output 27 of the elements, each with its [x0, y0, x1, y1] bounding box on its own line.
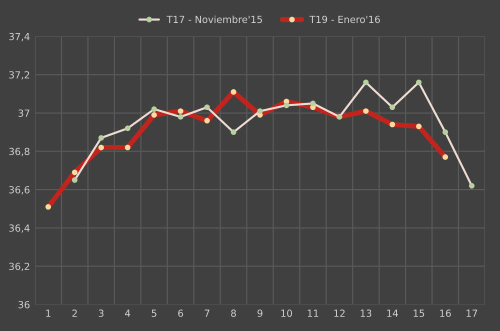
y-tick-label: 36,4 [9, 224, 30, 233]
x-tick-label: 2 [72, 310, 77, 317]
x-tick-label: 7 [204, 310, 210, 317]
x-tick-label: 17 [466, 310, 478, 317]
y-tick-label: 36,8 [9, 148, 30, 156]
y-tick-label: 36 [18, 301, 30, 308]
y-tick-label: 37,2 [9, 71, 30, 80]
y-tick-label: 37,4 [9, 32, 30, 42]
legend-label: T17 - Noviembre'15 [166, 16, 262, 24]
y-tick-label: 36,6 [9, 186, 30, 194]
y-tick-label: 37 [18, 109, 30, 117]
x-tick-label: 1 [46, 310, 50, 317]
legend-label: T19 - Enero'16 [309, 16, 380, 24]
x-tick-label: 11 [308, 310, 318, 317]
x-tick-label: 3 [98, 310, 104, 317]
x-tick-label: 8 [231, 310, 236, 317]
x-tick-label: 9 [258, 310, 262, 317]
x-tick-label: 12 [334, 310, 345, 317]
x-tick-label: 15 [414, 310, 424, 317]
x-tick-label: 14 [387, 310, 398, 317]
y-tick-label: 36,2 [9, 262, 30, 272]
x-tick-label: 10 [281, 310, 292, 317]
x-tick-label: 16 [440, 310, 451, 317]
x-tick-label: 4 [125, 310, 130, 317]
x-tick-label: 6 [178, 310, 184, 317]
x-tick-label: 13 [360, 310, 372, 317]
x-tick-label: 5 [152, 310, 156, 317]
